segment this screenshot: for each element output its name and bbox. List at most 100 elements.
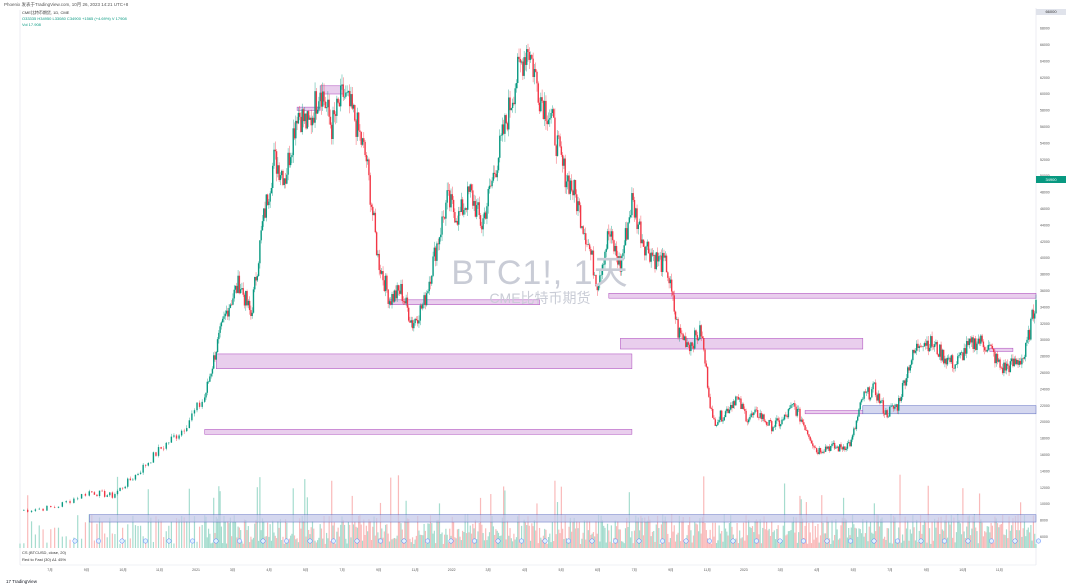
volume-bar [750, 527, 752, 548]
candle-body [269, 193, 271, 202]
candle-body [1026, 339, 1028, 343]
volume-bar [950, 514, 952, 548]
candle-body [839, 444, 841, 452]
candle-body [649, 253, 651, 262]
candle-body [901, 382, 904, 397]
candle-body [750, 413, 752, 417]
candle-body [565, 181, 568, 188]
candle-body [365, 154, 368, 162]
volume-bar [606, 523, 609, 548]
volume-bar [69, 539, 71, 548]
candle-body [546, 121, 548, 125]
candle-body [646, 241, 649, 247]
volume-bar [637, 517, 639, 548]
candle-body [221, 318, 224, 323]
volume-bar [690, 530, 692, 548]
candle-body [721, 410, 723, 422]
candle-body [663, 252, 665, 258]
candle-body [475, 205, 478, 217]
candle-body [347, 90, 350, 93]
candle-body [502, 124, 505, 134]
x-tick-label: 3月 [230, 567, 235, 572]
candle-body [567, 175, 569, 182]
volume-bar [604, 527, 606, 548]
y-tick-label: 12000 [1040, 486, 1050, 490]
candle-body [183, 430, 185, 432]
candle-body [228, 307, 230, 317]
candle-body [914, 350, 917, 353]
volume-bar [599, 541, 601, 548]
x-tick-label: 11月 [996, 567, 1003, 572]
volume-bar [150, 517, 152, 548]
candle-body [443, 217, 446, 219]
candle-body [622, 253, 624, 257]
pink-zone [204, 429, 633, 435]
candle-body [987, 344, 990, 350]
volume-bar [823, 533, 825, 548]
blue-zone [862, 405, 1037, 415]
volume-bar [889, 542, 891, 548]
volume-bar [695, 523, 697, 548]
candle-body [935, 341, 937, 345]
indicator-marker [824, 538, 830, 544]
candle-body [990, 344, 992, 346]
volume-bar [622, 541, 624, 548]
indicator-marker [989, 538, 994, 544]
candle-body [572, 190, 574, 196]
volume-bar [848, 527, 850, 548]
candle-body [515, 83, 518, 89]
volume-bar [853, 524, 855, 548]
volume-bar [901, 534, 904, 548]
candle-body [555, 145, 557, 156]
y-tick-label: 24000 [1040, 387, 1050, 391]
volume-bar [282, 536, 284, 548]
volume-bar [42, 529, 44, 548]
candle-body [623, 245, 625, 254]
candle-body [327, 99, 329, 108]
candle-body [504, 115, 506, 134]
candle-body [727, 408, 729, 414]
candle-body [842, 446, 845, 450]
candle-body [418, 320, 420, 324]
candle-body [306, 111, 309, 129]
volume-bar [1021, 536, 1023, 548]
volume-bar [433, 530, 435, 548]
candle-body [831, 443, 833, 446]
volume-bar [960, 534, 963, 548]
volume-bar [236, 537, 238, 548]
volume-bar [746, 535, 748, 548]
candle-body [576, 194, 578, 212]
volume-bar [754, 520, 756, 548]
candle-body [1022, 358, 1024, 360]
candle-body [596, 286, 598, 291]
candle-body [124, 486, 126, 489]
candle-body [635, 208, 637, 218]
candle-body [119, 487, 121, 491]
volume-bar [301, 515, 303, 548]
volume-bar [1034, 533, 1036, 548]
volume-bar [698, 531, 700, 548]
candle-body [1004, 362, 1006, 371]
volume-bar [588, 520, 591, 548]
y-tick-label: 58000 [1040, 109, 1050, 113]
candle-body [923, 343, 926, 347]
candle-body [582, 226, 584, 234]
volume-bar [990, 522, 992, 548]
volume-bar [651, 531, 654, 548]
chart-legend: CME比特币期货, 1D, CME O33335 H34950 L33080 C… [22, 10, 127, 28]
volume-bar [547, 537, 550, 548]
volume-bar [663, 520, 665, 548]
candle-body [917, 343, 919, 348]
candle-body [773, 426, 776, 428]
volume-bar [986, 526, 988, 548]
y-tick-label: 34000 [1040, 305, 1050, 309]
volume-bar [699, 518, 701, 548]
candle-body [719, 410, 722, 420]
candle-body [647, 241, 650, 254]
volume-bar [689, 516, 691, 548]
indicator-marker [895, 538, 900, 544]
y-tick-label: 10000 [1040, 502, 1050, 506]
indicator-marker [918, 538, 924, 544]
volume-bar [627, 527, 629, 548]
